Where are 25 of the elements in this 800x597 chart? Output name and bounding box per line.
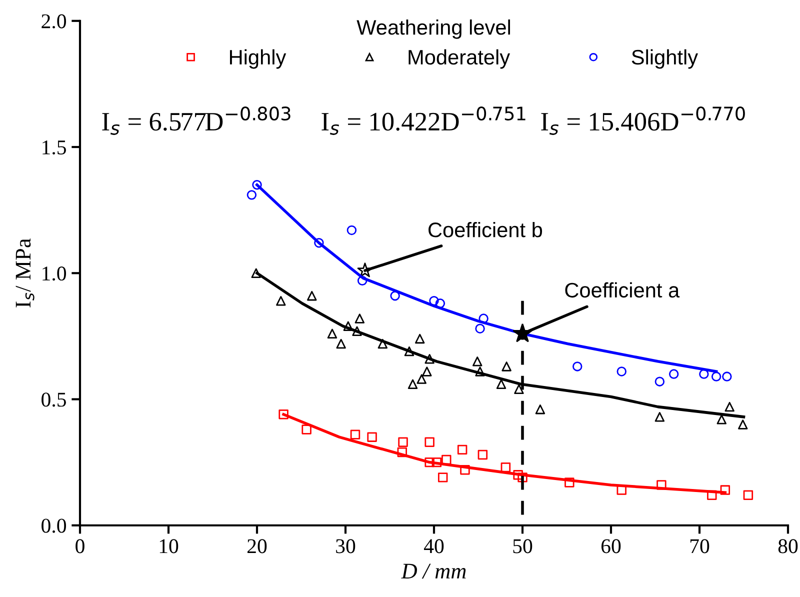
annotation: Coefficient b [428, 222, 542, 238]
x-tick-label: 30 [336, 539, 356, 554]
x-tick-label: 80 [778, 539, 798, 554]
y-tick-label: 0.5 [42, 392, 66, 407]
legend-title: Weathering level [356, 19, 510, 39]
y-tick-label: 1.0 [42, 266, 66, 281]
x-tick-label: 0 [76, 539, 84, 554]
annotation: I$_{s}$ = 10.422D$^{−0.751}$ [322, 106, 526, 135]
x-tick-label: 40 [424, 539, 444, 554]
x-tick-label: 70 [690, 539, 710, 554]
x-tick-label: 20 [248, 539, 267, 554]
legend-label: Moderately [408, 49, 510, 69]
legend-label: Slightly [632, 49, 698, 69]
y-tick-label: 1.5 [42, 140, 66, 155]
x-tick-label: 10 [160, 539, 178, 554]
legend-label: Highly [230, 49, 286, 69]
y-tick-label: 2.0 [42, 14, 66, 28]
x-tick-label: 50 [513, 539, 532, 554]
x-axis-title: D / mm [401, 564, 466, 579]
annotation: Coefficient a [565, 282, 680, 298]
annotation: I$_{s}$ = 6.577D$^{−0.803}$ [102, 106, 290, 135]
x-tick-label: 60 [601, 539, 621, 554]
y-axis-title: I$_{s}$/ MPa [16, 238, 34, 308]
annotation: I$_{s}$ = 15.406D$^{−0.770}$ [541, 106, 745, 135]
y-tick-label: 0.0 [42, 518, 66, 533]
